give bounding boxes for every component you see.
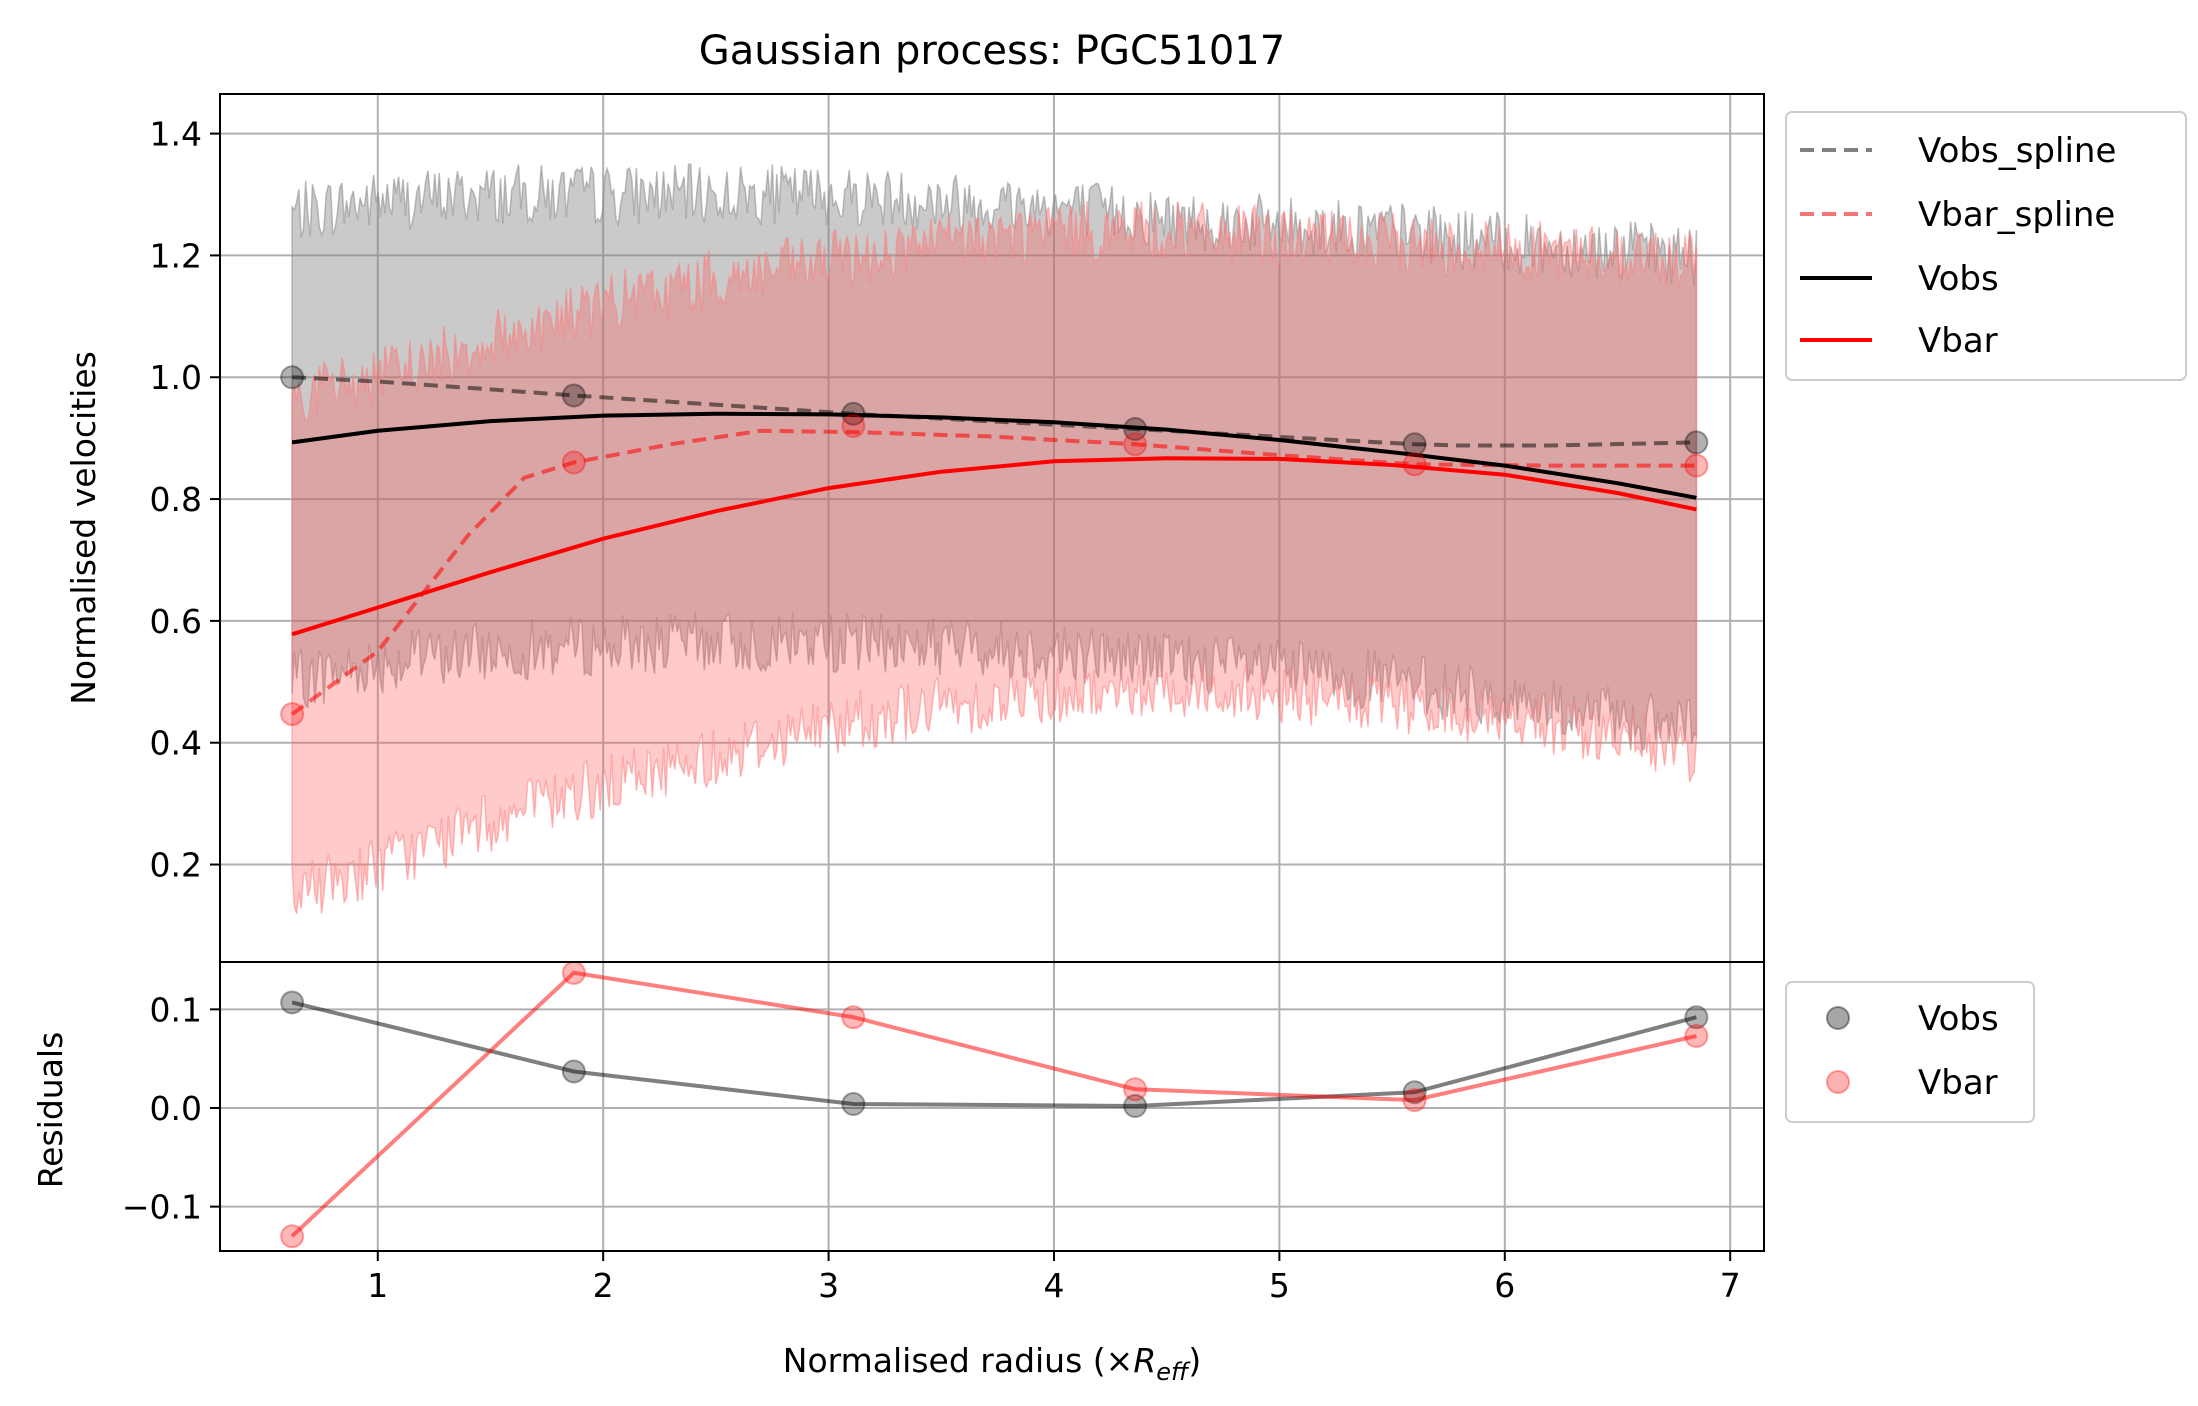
legend-label-vobs-spline: Vobs_spline: [1918, 131, 2116, 171]
vbar-data-point: [1402, 452, 1427, 477]
x-axis-label-symbol: R: [1133, 1341, 1156, 1380]
x-axis-label: Normalised radius (×Reff): [783, 1341, 1201, 1386]
main-legend-box: [1785, 111, 2187, 381]
vobs-data-point: [561, 383, 586, 408]
x-tick-label: 5: [1269, 1266, 1290, 1305]
vbar-residual-line: [290, 970, 1697, 1238]
residual-points: [280, 960, 1709, 1249]
x-axis-label-close: ): [1188, 1341, 1201, 1380]
x-tick-label: 6: [1494, 1266, 1515, 1305]
x-tick-label: 2: [593, 1266, 614, 1305]
vobs-data-point: [1402, 432, 1427, 457]
vbar-residual-point: [841, 1005, 866, 1030]
main-data-points: [280, 365, 1709, 727]
main-y-tick-label: 0.2: [150, 846, 202, 885]
residual-y-tick-label: 0.1: [150, 990, 202, 1029]
vobs-data-point: [841, 401, 866, 426]
legend-label-vbar: Vbar: [1918, 321, 1998, 361]
vobs-residual-point: [280, 990, 305, 1015]
x-tick-label: 3: [818, 1266, 839, 1305]
residual-axes-frame: [219, 961, 1765, 1252]
legend-label-vbar-spline: Vbar_spline: [1918, 195, 2115, 235]
vobs-residual-point: [561, 1059, 586, 1084]
residual-y-tick-label: 0.0: [150, 1089, 202, 1128]
x-axis-label-text: Normalised radius (×: [783, 1341, 1134, 1380]
x-axis-label-subscript: eff: [1156, 1358, 1191, 1386]
x-tick-label: 7: [1720, 1266, 1741, 1305]
x-ticks: 1 2 3 4 5 6 7: [367, 1251, 1741, 1305]
residual-grid: [220, 962, 1764, 1251]
residual-y-axis-label: Residuals: [31, 1032, 70, 1189]
main-y-tick-label: 1.2: [150, 236, 202, 275]
vbar-residual-point: [1402, 1088, 1427, 1113]
main-grid: [220, 94, 1764, 962]
vobs-data-point: [1684, 430, 1709, 455]
vbar-line: [291, 456, 1697, 637]
vbar-data-point: [1123, 432, 1148, 457]
vbar-uncertainty-band: [291, 200, 1698, 914]
main-y-ticks: 0.2 0.4 0.6 0.8 1.0 1.2 1.4: [150, 115, 220, 885]
vbar-residual-point: [1123, 1077, 1148, 1102]
residual-legend: Vobs Vbar: [1785, 981, 2035, 1123]
vobs-residual-point: [841, 1092, 866, 1117]
legend-label-vbar-residual: Vbar: [1918, 1063, 1998, 1103]
legend-marker-vobs-residual: [1826, 1006, 1850, 1030]
vbar-data-point: [1684, 453, 1709, 478]
main-y-tick-label: 0.8: [150, 480, 202, 519]
main-y-tick-label: 0.6: [150, 602, 202, 641]
vobs-line: [291, 411, 1697, 500]
main-y-tick-label: 1.0: [150, 358, 202, 397]
vbar-data-point: [561, 450, 586, 475]
chart-title: Gaussian process: PGC51017: [699, 28, 1285, 74]
legend-label-vobs-residual: Vobs: [1918, 999, 1999, 1039]
vobs-residual-line: [291, 1000, 1697, 1109]
vobs-data-point: [280, 365, 305, 390]
vobs-residual-point: [1402, 1080, 1427, 1105]
residual-y-ticks: −0.1 0.0 0.1: [122, 990, 220, 1227]
main-lines: [290, 375, 1697, 716]
x-tick-label: 1: [367, 1266, 388, 1305]
main-legend: Vobs_spline Vbar_spline Vobs Vbar: [1785, 111, 2187, 381]
x-tick-label: 4: [1043, 1266, 1064, 1305]
vbar-residual-point: [1684, 1023, 1709, 1048]
vobs-residual-point: [1123, 1094, 1148, 1119]
legend-marker-vbar-residual: [1826, 1070, 1850, 1094]
legend-label-vobs: Vobs: [1918, 259, 1999, 299]
main-y-tick-label: 0.4: [150, 724, 202, 763]
vbar-residual-point: [561, 960, 586, 985]
main-y-tick-label: 1.4: [150, 115, 202, 154]
vbar-residual-point: [280, 1224, 305, 1249]
vbar-data-point: [280, 702, 305, 727]
residual-lines: [290, 970, 1697, 1238]
residual-legend-box: [1785, 981, 2035, 1123]
vobs-residual-point: [1684, 1005, 1709, 1030]
main-y-axis-label: Normalised velocities: [64, 351, 103, 705]
vbar-data-point: [841, 413, 866, 438]
uncertainty-bands: [291, 163, 1698, 914]
vobs-data-point: [1123, 417, 1148, 442]
vbar-spline-line: [290, 428, 1697, 716]
residual-y-tick-label: −0.1: [122, 1188, 202, 1227]
